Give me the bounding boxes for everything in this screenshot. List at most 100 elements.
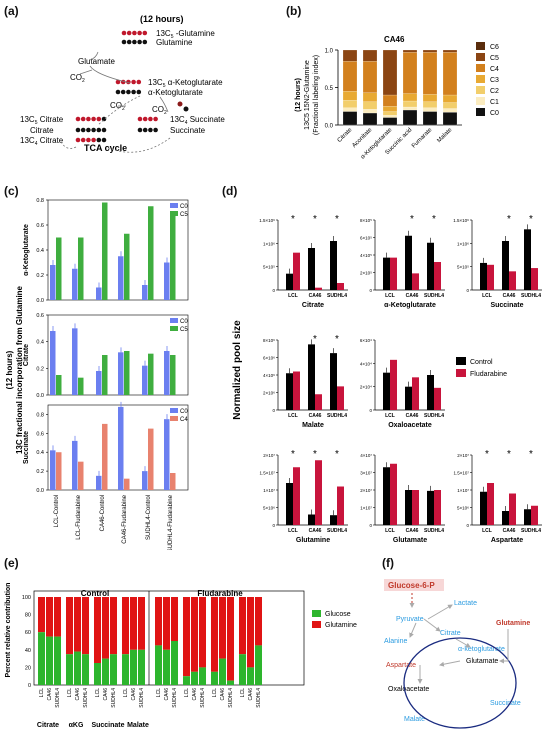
significance-star: *: [335, 214, 339, 225]
bar-glutamine: [191, 597, 198, 672]
panel-c-succinate: 0.0 0.2 0.4 0.6 0.8 Succinate C0 C4: [23, 401, 188, 494]
label-alanine: Alanine: [384, 638, 407, 645]
y-tick-label: 8×10⁵: [360, 218, 372, 223]
arrow-tca-cit: [59, 139, 77, 149]
label-lactate: Lactate: [454, 600, 477, 607]
bar-segment-C2: [422, 101, 438, 108]
metabolite-label: Succinate: [91, 722, 124, 729]
bar-glucose: [38, 632, 45, 685]
metabolite-label: Citrate: [37, 722, 59, 729]
bar-segment-C4: [362, 61, 378, 93]
bar-control: [405, 490, 412, 525]
bar-glutamine: [54, 597, 61, 637]
bar-control: [480, 491, 487, 525]
significance-star: *: [432, 214, 436, 225]
bar-segment-C0: [382, 117, 398, 126]
bar-glucose: [163, 649, 170, 685]
label-co2-1: CO2: [70, 73, 85, 84]
bar-glutamine: [219, 597, 226, 659]
x-tick-label: CA46: [192, 688, 198, 701]
x-tick-label: CA46-Fludarabine: [122, 494, 128, 543]
dots-13c4-citrate: [75, 137, 107, 143]
y-tick-label: 0.4: [36, 450, 44, 456]
bar-segment-C0: [402, 109, 418, 126]
bar-glutamine: [211, 597, 218, 672]
bar-glucose: [199, 667, 206, 685]
legend-swatch: [476, 53, 485, 61]
y-tick-label: 2×10⁷: [263, 453, 275, 458]
bar-glutamine: [239, 597, 246, 655]
significance-star: *: [507, 214, 511, 225]
bar-fludarabine: [509, 493, 516, 525]
panel-label-a: (a): [4, 4, 19, 18]
bar-segment-C5: [422, 49, 438, 53]
panel-b-bars: [342, 49, 458, 126]
bar-c5: [124, 351, 130, 395]
significance-star: *: [529, 214, 533, 225]
bar-segment-C5: [402, 49, 418, 53]
x-tick-label: SUDHL4: [83, 688, 89, 708]
x-tick-label: LCL: [288, 413, 298, 419]
panel-a-header: (12 hours): [140, 14, 184, 24]
label-akg: α-ketoglutarate: [458, 646, 505, 653]
bar-glucose: [183, 676, 190, 685]
subplot-title: α-Ketoglutarate: [384, 302, 436, 309]
y-tick-label: 1.0: [325, 49, 334, 55]
legend-swatch: [476, 97, 485, 105]
bar-fludarabine: [412, 273, 419, 290]
dots-13c5-glutamine: [121, 30, 148, 36]
bar-glutamine: [138, 597, 145, 650]
bar-control: [330, 515, 337, 525]
legend-label: Glutamine: [325, 622, 357, 629]
carbon-dot: [142, 127, 148, 133]
legend-swatch: [170, 416, 178, 421]
bar-glucose: [239, 654, 246, 685]
y-tick-label: 2×10⁷: [457, 453, 469, 458]
x-tick-label: SUDHL4: [111, 688, 117, 708]
bar-glucose: [110, 654, 117, 685]
bar-control: [383, 372, 390, 410]
bar-segment-C5: [362, 49, 378, 62]
x-tick-label: CA46: [503, 528, 516, 534]
panel-c-xlabels: LCL-Control LCL-Fludarabine CA46-Control CA…: [54, 494, 174, 550]
pool-subplot: 0 1×10⁷ 2×10⁷ 3×10⁷ 4×10⁷ LCL CA46 SUDHL4 Glutam…: [360, 453, 445, 544]
x-tick-label: CA46: [103, 688, 109, 701]
y-tick-label: 60: [25, 630, 31, 636]
label-glutamate: Glutamate: [466, 658, 498, 665]
y-tick-label: 20: [25, 665, 31, 671]
carbon-dot: [137, 127, 143, 133]
bar-glucose: [191, 671, 198, 685]
bar-c0: [164, 419, 170, 490]
metabolite-label: αKG: [69, 722, 84, 729]
bar-c0: [50, 331, 56, 395]
bar-segment-C3: [422, 94, 438, 102]
pool-subplot: 0 2×10⁶ 4×10⁶ 6×10⁶ 8×10⁶ LCL CA46 SUDHL4Malate…: [263, 334, 348, 429]
significance-star: *: [291, 214, 295, 225]
pool-subplot: 0 2×10⁴ 4×10⁴ 6×10⁴ LCL CA46 SUDHL4 Oxaloacetat…: [360, 338, 445, 429]
bar-glucose: [211, 671, 218, 685]
carbon-dot: [101, 116, 107, 122]
bar-segment-C2: [382, 111, 398, 116]
x-tick-label: SUDHL4: [139, 688, 145, 708]
panel-b-axes: 0.0 0.5 1.0: [325, 49, 462, 130]
y-tick-label: 5×10⁶: [263, 506, 275, 511]
subplot-title: Glutamine: [296, 537, 330, 544]
legend-label: C5: [180, 327, 188, 333]
x-tick-label: SUDHL4: [200, 688, 206, 708]
x-tick-label: LCL: [385, 528, 395, 534]
subplot-title: α-Ketoglutarate: [23, 224, 30, 276]
bar-segment-C4: [342, 61, 358, 92]
bar-glucose: [94, 663, 101, 685]
x-tick-label: SUDHL4: [521, 293, 541, 299]
bar-segment-C5: [382, 49, 398, 96]
label-malate: Malate: [404, 716, 425, 723]
bar-control: [330, 241, 337, 290]
pool-subplot: 0 5×10⁶ 1×10⁷ 1.5×10⁷ 2×10⁷ LCL CA46 SUDHL4 Glut…: [259, 449, 348, 544]
panel-label-e: (e): [4, 556, 19, 570]
y-tick-label: 0.0: [36, 298, 44, 304]
carbon-dot: [91, 127, 96, 133]
carbon-dot: [80, 127, 86, 133]
significance-star: *: [313, 449, 317, 460]
legend-label: C1: [490, 99, 499, 106]
